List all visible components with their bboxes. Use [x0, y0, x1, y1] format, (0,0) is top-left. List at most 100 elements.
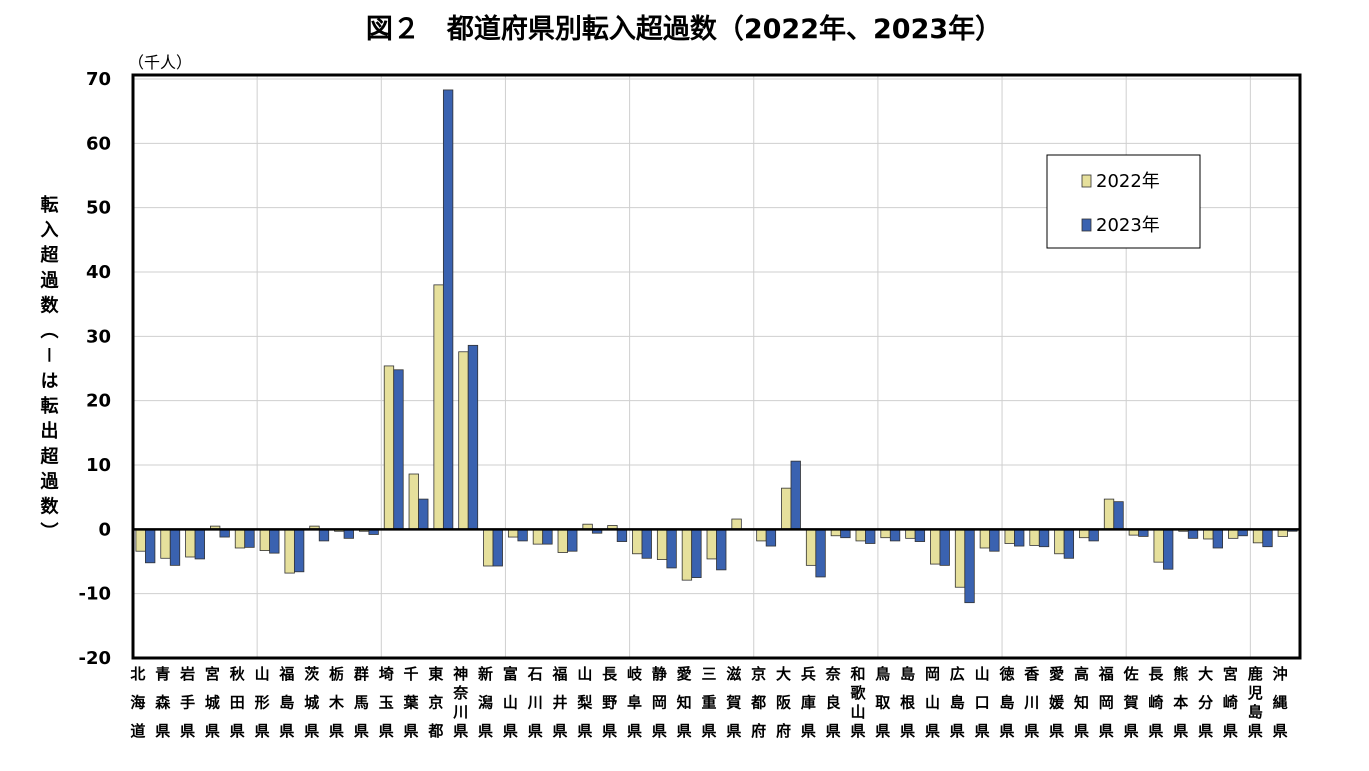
bar [855, 528, 866, 542]
y-tick-label: 20 [86, 391, 111, 412]
x-tick-label: 広島県 [948, 665, 966, 739]
bar [1088, 528, 1099, 542]
x-tick-label: 沖縄県 [1271, 665, 1289, 739]
bar [284, 528, 295, 574]
x-tick-label: 鳥取県 [873, 665, 891, 739]
bar [418, 498, 429, 530]
y-tick-label: 0 [98, 519, 111, 540]
bar [244, 528, 255, 548]
x-tick-label: 山梨県 [575, 666, 593, 739]
bar [1113, 501, 1124, 530]
bar [979, 528, 991, 549]
x-tick-label: 岐阜県 [625, 665, 643, 739]
bar [1153, 528, 1164, 563]
x-tick-label: 福岡県 [1097, 665, 1115, 739]
bar [169, 528, 181, 566]
legend-swatch [1081, 218, 1092, 232]
x-tick-label: 千葉県 [402, 666, 420, 739]
bar [293, 528, 305, 573]
bar [930, 528, 941, 565]
bar [135, 528, 146, 552]
x-tick-label: 三重県 [700, 666, 718, 739]
bar [815, 528, 826, 578]
x-tick-label: 東京都 [426, 665, 444, 739]
chart-title: 図２ 都道府県別転入超過数（2022年、2023年） [366, 13, 1002, 45]
bar [691, 528, 702, 578]
bar [964, 528, 975, 604]
x-tick-label: 香川県 [1022, 665, 1040, 739]
x-tick-label: 新潟県 [476, 665, 494, 739]
x-tick-label: 高知県 [1072, 665, 1090, 739]
bar [805, 528, 817, 566]
legend-box [1046, 154, 1201, 249]
bar [408, 473, 419, 530]
bar [641, 528, 652, 559]
bar [467, 344, 479, 530]
bar [393, 369, 404, 530]
x-tick-label: 兵庫県 [799, 665, 817, 739]
bar [656, 528, 668, 560]
bar [442, 89, 454, 530]
bar [318, 528, 330, 542]
bar [666, 528, 677, 569]
y-tick-label: 10 [86, 455, 111, 476]
x-tick-label: 徳島県 [997, 665, 1015, 739]
bar [492, 528, 503, 567]
bar [865, 528, 876, 544]
x-tick-label: 愛媛県 [1047, 665, 1065, 739]
y-axis-label: 転入超過数（－は転出超過数） [38, 194, 59, 540]
y-tick-label: -20 [78, 648, 111, 669]
bar [1252, 528, 1264, 544]
bar [914, 528, 926, 542]
x-tick-label: 和歌山県 [848, 666, 866, 739]
bar [269, 528, 280, 554]
x-tick-label: 群馬県 [352, 665, 370, 739]
bar [483, 528, 494, 567]
y-tick-label: 50 [86, 198, 111, 219]
bar [1014, 528, 1025, 547]
bar [1187, 528, 1199, 539]
y-unit: （千人） [128, 53, 192, 72]
x-tick-label: 岩手県 [178, 665, 196, 739]
bar [532, 528, 544, 545]
bar [1004, 528, 1015, 544]
bar [765, 528, 777, 547]
x-tick-label: 青森県 [153, 665, 171, 739]
bar [185, 528, 196, 558]
x-tick-label: 鹿児島県 [1246, 665, 1264, 739]
bar [706, 528, 717, 560]
bar [781, 487, 792, 530]
bar [716, 528, 727, 571]
bar [731, 518, 742, 530]
bar [194, 528, 205, 560]
x-tick-label: 山口県 [973, 666, 991, 739]
bar [458, 351, 469, 530]
bar [1103, 498, 1115, 530]
bar [1038, 528, 1050, 548]
y-tick-label: 70 [86, 69, 111, 90]
x-tick-label: 埼玉県 [377, 666, 395, 739]
bar [557, 528, 568, 553]
legend-swatch [1081, 174, 1092, 188]
legend-label: 2022年 [1096, 171, 1160, 192]
bar [1054, 528, 1065, 555]
bar [939, 528, 950, 566]
y-tick-label: 60 [86, 133, 111, 154]
bar [840, 528, 851, 539]
x-tick-label: 山形県 [253, 666, 271, 739]
bar [616, 528, 628, 542]
x-tick-label: 佐賀県 [1122, 665, 1140, 739]
x-tick-label: 福井県 [551, 665, 569, 739]
x-tick-label: 宮城県 [203, 665, 221, 739]
bar [542, 528, 553, 545]
bar [517, 528, 528, 542]
y-tick-label: 40 [86, 262, 111, 283]
y-tick-label: -10 [78, 584, 111, 605]
x-tick-label: 宮崎県 [1221, 665, 1239, 739]
bar [1203, 528, 1214, 540]
x-tick-label: 富山県 [501, 665, 519, 739]
x-tick-label: 静岡県 [650, 665, 668, 739]
legend-label: 2023年 [1096, 215, 1160, 236]
x-tick-label: 島根県 [898, 665, 916, 739]
y-tick-label: 30 [86, 326, 111, 347]
